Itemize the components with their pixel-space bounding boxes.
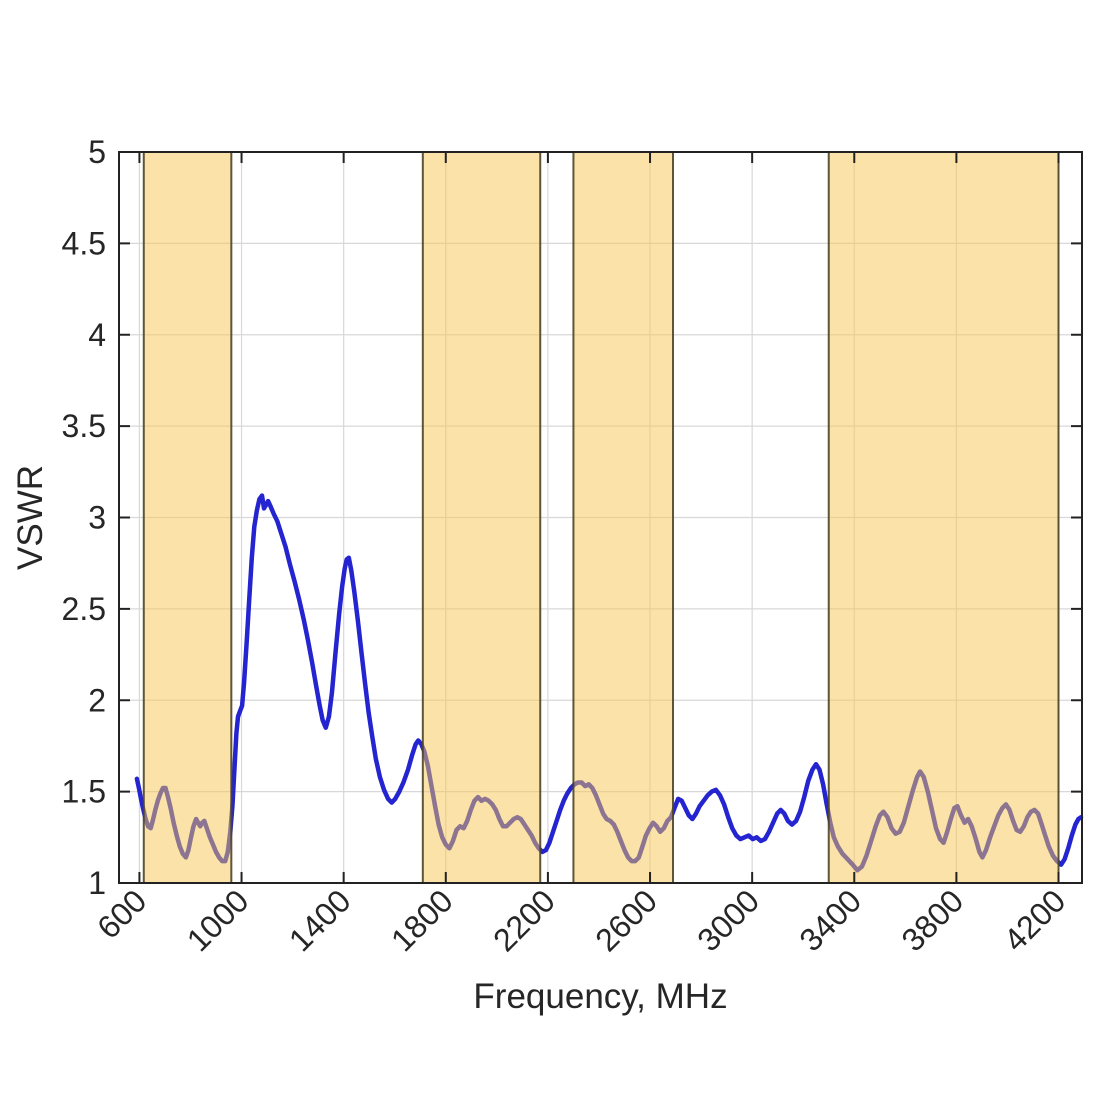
y-axis-label: VSWR: [11, 465, 50, 570]
axes-frame-layer: [118, 151, 1083, 884]
band-layer: [142, 151, 1060, 884]
x-tick-label: 3000: [690, 882, 766, 958]
y-tick-label: 5: [88, 134, 106, 170]
y-tick-label: 4.5: [62, 225, 106, 261]
x-tick-labels: 600 1000 1400 1800 2200 2600 3000 3400 3800 4200: [90, 882, 1072, 958]
y-tick-label: 1: [88, 865, 106, 901]
y-tick-label: 2.5: [62, 591, 106, 627]
y-tick-label: 3.5: [62, 408, 106, 444]
frequency-band-region: [142, 151, 233, 884]
x-tick-label: 1800: [384, 882, 460, 958]
x-tick-label: 1400: [282, 882, 358, 958]
x-tick-label: 2200: [486, 882, 562, 958]
y-tick-label: 3: [88, 500, 106, 536]
y-tick-labels: 1 1.5 2 2.5 3 3.5 4 4.5 5: [62, 134, 106, 901]
frequency-band-region: [827, 151, 1060, 884]
x-tick-label: 3400: [792, 882, 868, 958]
x-tick-label: 4200: [997, 882, 1073, 958]
x-axis-label: Frequency, MHz: [473, 977, 727, 1016]
y-tick-label: 4: [88, 317, 106, 353]
frequency-band-region: [572, 151, 675, 884]
x-tick-label: 3800: [895, 882, 971, 958]
y-tick-label: 1.5: [62, 774, 106, 810]
x-tick-label: 2600: [588, 882, 664, 958]
frequency-band-region: [421, 151, 542, 884]
y-tick-label: 2: [88, 682, 106, 718]
x-tick-label: 1000: [180, 882, 256, 958]
